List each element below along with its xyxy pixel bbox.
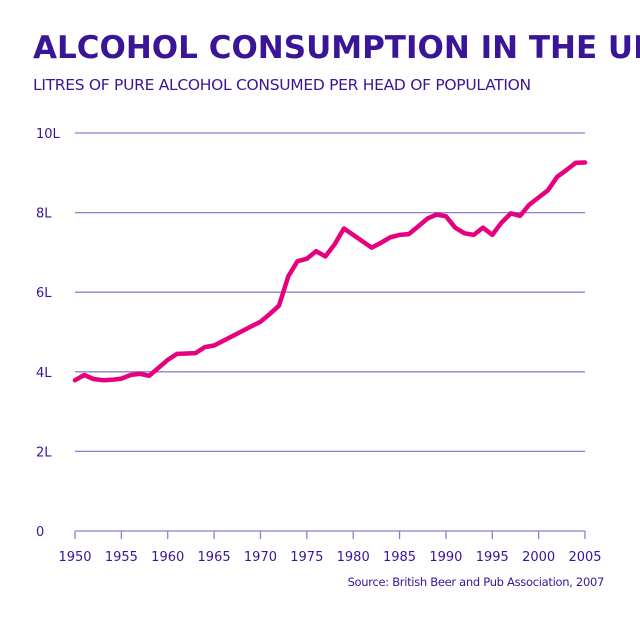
chart-title: ALCOHOL CONSUMPTION IN THE UK [33, 30, 640, 66]
source-note: Source: British Beer and Pub Association… [347, 575, 605, 589]
consumption-line [72, 160, 588, 383]
x-tick-label: 1995 [476, 550, 509, 565]
x-tick-label: 1960 [151, 550, 184, 565]
x-tick-label: 2005 [568, 550, 601, 565]
y-tick-label: 8L [36, 207, 52, 222]
y-tick-label: 10L [36, 127, 61, 142]
x-tick-label: 1980 [337, 550, 370, 565]
x-tick-label: 1975 [290, 550, 323, 565]
x-tick-label: 1985 [383, 550, 416, 565]
y-tick-label: 6L [36, 286, 52, 301]
chart-subtitle: LITRES OF PURE ALCOHOL CONSUMED PER HEAD… [33, 76, 531, 94]
x-tick-label: 1950 [58, 550, 91, 565]
x-tick-label: 1990 [429, 550, 462, 565]
x-tick-label: 2000 [522, 550, 555, 565]
y-tick-label: 4L [36, 366, 52, 381]
y-tick-label: 2L [36, 445, 52, 460]
y-tick-label: 0 [36, 525, 44, 540]
x-tick-label: 1955 [105, 550, 138, 565]
x-tick-label: 1970 [244, 550, 277, 565]
x-tick-label: 1965 [198, 550, 231, 565]
